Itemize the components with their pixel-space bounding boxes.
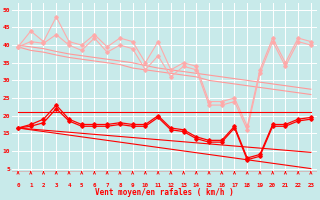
X-axis label: Vent moyen/en rafales ( km/h ): Vent moyen/en rafales ( km/h ) — [95, 188, 234, 197]
